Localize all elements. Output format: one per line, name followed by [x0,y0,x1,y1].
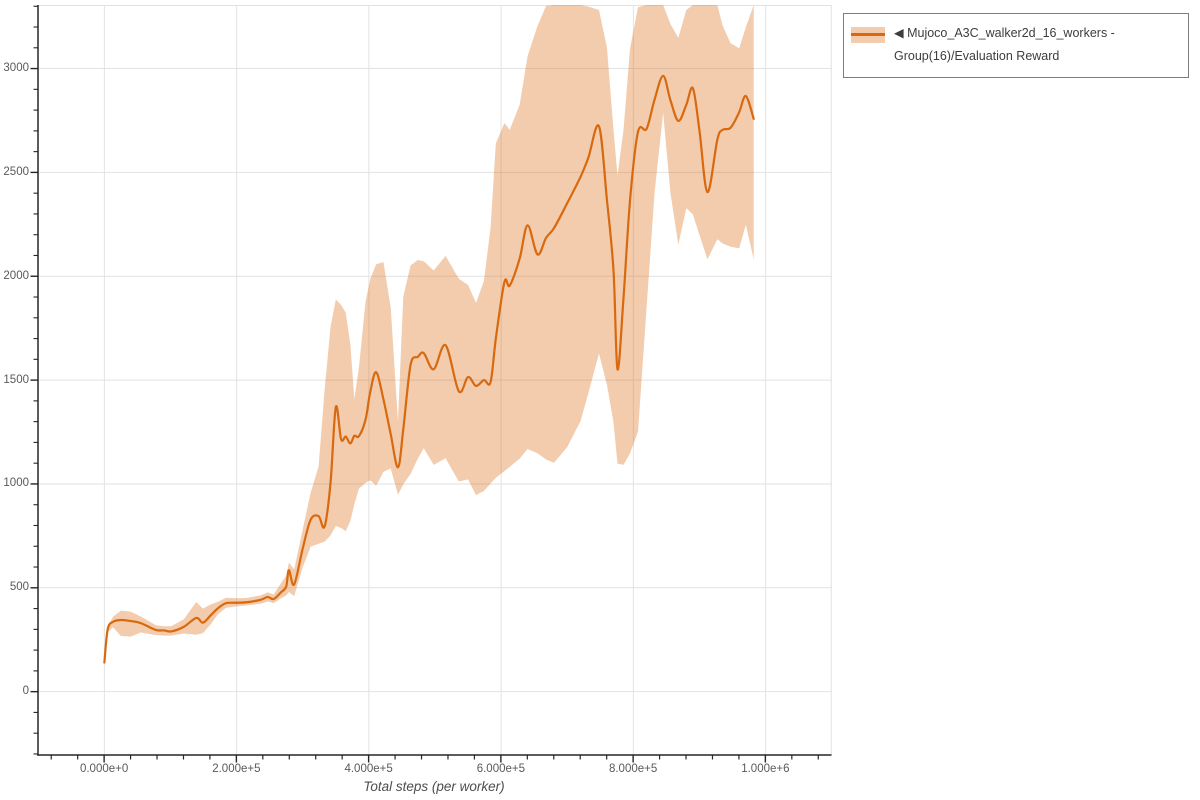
legend[interactable]: ◀ Mujoco_A3C_walker2d_16_workers - Group… [843,13,1189,78]
x-axis-title: Total steps (per worker) [363,779,505,794]
y-tick-label: 1500 [3,373,29,386]
y-tick-label: 500 [9,581,29,594]
x-tick-label: 0.000e+0 [79,763,129,775]
x-tick-label: 6.000e+5 [476,763,526,775]
y-tick-label: 1000 [3,477,29,490]
confidence-band [104,5,754,663]
legend-swatch-line [851,33,885,36]
x-tick-label: 2.000e+5 [212,763,261,775]
y-tick-label: 2500 [3,165,29,178]
y-tick-label: 3000 [3,62,29,75]
x-tick-label: 4.000e+5 [344,763,393,775]
y-tick-label: 0 [22,685,29,698]
x-tick-label: 1.000e+6 [741,763,790,775]
x-tick-label: 8.000e+5 [608,763,658,775]
y-tick-label: 2000 [3,269,29,282]
plot-area[interactable] [38,5,832,755]
mean-reward-line [103,74,755,664]
legend-entry-label: ◀ Mujoco_A3C_walker2d_16_workers - Group… [894,26,1115,63]
legend-swatch-band [851,27,885,43]
